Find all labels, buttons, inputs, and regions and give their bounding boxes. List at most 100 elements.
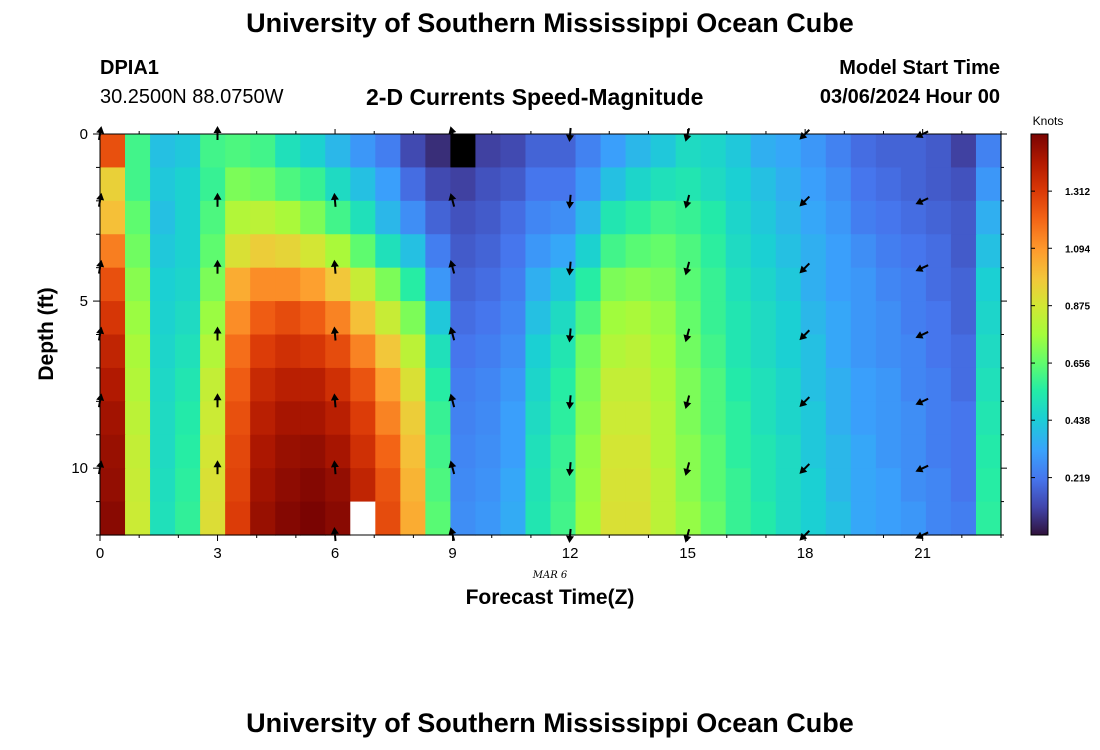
heatmap-cell xyxy=(225,134,251,169)
heatmap-cell xyxy=(475,167,502,202)
heatmap-cell xyxy=(800,367,827,402)
heatmap-cell xyxy=(350,200,376,235)
heatmap-cell xyxy=(775,401,802,436)
heatmap-cell xyxy=(650,367,677,402)
heatmap-cell xyxy=(850,501,877,536)
heatmap-cell xyxy=(600,501,627,536)
heatmap-cell xyxy=(750,501,777,536)
heatmap-cell xyxy=(825,501,852,536)
current-arrow-head xyxy=(448,393,457,402)
heatmap-cell xyxy=(625,434,652,469)
heatmap-cell xyxy=(700,234,727,269)
heatmap-cell xyxy=(825,200,852,235)
heatmap-cell xyxy=(850,434,877,469)
heatmap-cell xyxy=(950,200,977,235)
heatmap-cell xyxy=(725,501,752,536)
heatmap-cell xyxy=(250,334,276,369)
heatmap-cell xyxy=(575,200,602,235)
heatmap-cell xyxy=(725,401,752,436)
current-arrow-head xyxy=(448,460,457,469)
heatmap-cell xyxy=(425,334,451,369)
colorbar-tick-label: 0.438 xyxy=(1065,416,1090,427)
heatmap-cell xyxy=(850,468,877,503)
heatmap-cell xyxy=(175,367,201,402)
heatmap-cell xyxy=(100,434,126,469)
current-arrow-head xyxy=(566,268,574,276)
heatmap-cell xyxy=(375,267,401,302)
heatmap-cell xyxy=(750,134,777,169)
current-arrow-head xyxy=(330,326,339,334)
heatmap-cell xyxy=(525,501,552,536)
heatmap-cell xyxy=(250,134,276,169)
current-arrow-head xyxy=(96,126,105,134)
heatmap-cell xyxy=(775,234,802,269)
heatmap-cell xyxy=(150,200,176,235)
current-arrow xyxy=(330,192,339,207)
heatmap-cell xyxy=(400,167,426,202)
heatmap-cell xyxy=(425,267,451,302)
heatmap-cell xyxy=(575,401,602,436)
heatmap-cell xyxy=(125,234,151,269)
heatmap-cell xyxy=(150,167,176,202)
heatmap-cell xyxy=(450,401,477,436)
heatmap-cell xyxy=(375,468,401,503)
heatmap-cell xyxy=(975,401,1002,436)
current-arrow-head xyxy=(213,326,222,334)
heatmap-cell xyxy=(750,334,777,369)
current-arrow xyxy=(566,395,574,410)
heatmap-cell xyxy=(350,134,376,169)
heatmap-cell xyxy=(500,301,527,336)
heatmap-cell xyxy=(100,501,126,536)
chart-subtitle: 2-D Currents Speed-Magnitude xyxy=(366,84,704,110)
heatmap-cell xyxy=(850,134,877,169)
heatmap-cell xyxy=(375,401,401,436)
heatmap-cell xyxy=(575,301,602,336)
heatmap-cell xyxy=(425,234,451,269)
current-arrow-head xyxy=(330,259,339,268)
heatmap-cell xyxy=(675,468,702,503)
heatmap-cell xyxy=(575,134,602,169)
heatmap-cell xyxy=(950,267,977,302)
heatmap-cell xyxy=(200,334,226,369)
heatmap-cell xyxy=(850,267,877,302)
heatmap-cell xyxy=(325,501,351,536)
heatmap-cell xyxy=(625,234,652,269)
heatmap-cell xyxy=(850,301,877,336)
heatmap-cell xyxy=(300,167,326,202)
heatmap-cell xyxy=(275,401,301,436)
heatmap-cell xyxy=(650,468,677,503)
heatmap-cell xyxy=(450,434,477,469)
heatmap-cell xyxy=(575,267,602,302)
heatmap-cell xyxy=(950,367,977,402)
heatmap-cell xyxy=(300,434,326,469)
heatmap-cell xyxy=(600,401,627,436)
heatmap-cell xyxy=(375,334,401,369)
heatmap-cell xyxy=(800,301,827,336)
heatmap-cell xyxy=(225,301,251,336)
colorbar-ticks: 0.219 0.438 0.656 0.875 1.094 1.312 xyxy=(1031,187,1090,485)
heatmap-cell xyxy=(975,234,1002,269)
heatmap-cell xyxy=(450,501,477,536)
heatmap-cell xyxy=(400,434,426,469)
heatmap-cell xyxy=(950,334,977,369)
current-arrow-head xyxy=(683,267,692,276)
heatmap-cell xyxy=(525,468,552,503)
heatmap-cell xyxy=(925,334,952,369)
current-arrow xyxy=(448,326,457,341)
heatmap-cell xyxy=(100,334,126,369)
heatmap-cell xyxy=(700,434,727,469)
heatmap-cell xyxy=(425,167,451,202)
heatmap-cell xyxy=(825,367,852,402)
current-arrow-head xyxy=(915,398,924,406)
heatmap-cell xyxy=(175,267,201,302)
heatmap-cell xyxy=(700,134,727,169)
heatmap-cell xyxy=(225,267,251,302)
heatmap-cell xyxy=(350,301,376,336)
heatmap-cell xyxy=(425,367,451,402)
heatmap-cell xyxy=(725,234,752,269)
heatmap-cell xyxy=(525,367,552,402)
heatmap-cell xyxy=(125,367,151,402)
current-arrow xyxy=(448,259,457,274)
heatmap-cell xyxy=(225,334,251,369)
heatmap-cell xyxy=(450,234,477,269)
